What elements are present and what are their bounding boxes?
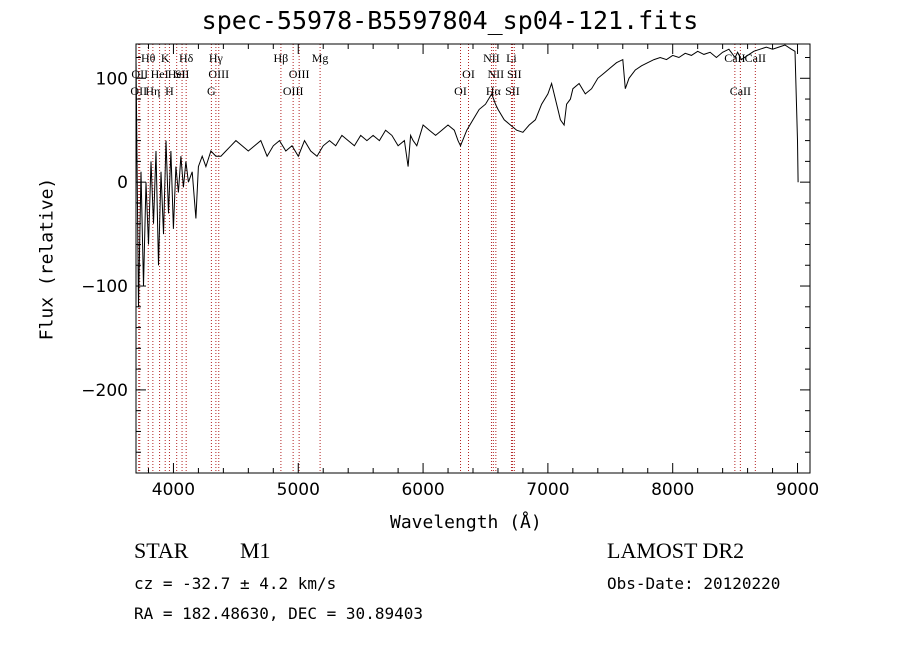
object-class: M1 [240, 538, 271, 563]
spectral-line-label: Hγ [209, 51, 224, 65]
x-tick-label: 8000 [651, 480, 694, 500]
spectral-line-label: HeI [151, 67, 169, 81]
spectral-line-label: CaII [745, 51, 766, 65]
observation-date: Obs-Date: 20120220 [607, 574, 781, 593]
spectral-line-label: H [165, 84, 174, 98]
spectral-line-label: OI [462, 67, 475, 81]
spectral-line-label: Hβ [274, 51, 289, 65]
spectral-line-label: NII [488, 67, 505, 81]
spectral-line-label: HeI [168, 67, 186, 81]
spectral-line-label: OIII [283, 84, 304, 98]
object-type: STAR [134, 538, 189, 563]
spectral-line-label: SII [505, 84, 520, 98]
x-tick-label: 7000 [526, 480, 569, 500]
spectral-line-label: CaII [730, 84, 751, 98]
ra-dec-coordinates: RA = 182.48630, DEC = 30.89403 [134, 604, 423, 623]
y-axis-label: Flux (relative) [36, 177, 58, 341]
spectral-line-label: OI [454, 84, 467, 98]
chart-title: spec-55978-B5597804_sp04-121.fits [201, 6, 699, 35]
spectral-line-labels: OIIOIIHθHηHeIKHHeISIIHδGHγOIIIHβOIIIOIII… [130, 51, 766, 98]
spectral-line-label: Hα [486, 84, 502, 98]
spectral-line-markers [138, 44, 756, 473]
spectral-line-label: SII [175, 67, 190, 81]
spectral-line-label: SII [507, 67, 522, 81]
spectrum-series-line [135, 44, 799, 307]
spectral-line-label: Li [506, 51, 517, 65]
redshift-cz: cz = -32.7 ± 4.2 km/s [134, 574, 337, 593]
x-tick-label: 9000 [776, 480, 819, 500]
x-axis-label: Wavelength (Å) [390, 512, 542, 533]
x-tick-label: 6000 [401, 480, 444, 500]
axis-ticks: 4000 5000 6000 7000 8000 9000 −200 −100 0 100 [81, 44, 819, 500]
spectral-line-label: CaII [724, 51, 745, 65]
y-tick-label: −200 [81, 381, 128, 401]
survey-name: LAMOST DR2 [607, 538, 745, 563]
y-tick-label: 0 [117, 173, 128, 193]
spectral-line-label: OIII [289, 67, 310, 81]
y-tick-label: −100 [81, 277, 128, 297]
spectral-line-label: Hη [145, 84, 160, 98]
spectral-line-label: NII [483, 51, 500, 65]
spectral-line-label: Mg [312, 51, 329, 65]
spectral-line-label: K [161, 51, 170, 65]
x-tick-label: 5000 [277, 480, 320, 500]
x-tick-label: 4000 [152, 480, 195, 500]
spectral-line-label: Hδ [179, 51, 194, 65]
spectral-line-label: G [207, 84, 216, 98]
spectral-line-label: OIII [208, 67, 229, 81]
y-tick-label: 100 [96, 69, 128, 89]
spectral-line-label: Hθ [141, 51, 156, 65]
spectral-line-label: OII [131, 67, 148, 81]
plot-frame [135, 43, 811, 474]
spectral-line-label: OII [130, 84, 147, 98]
